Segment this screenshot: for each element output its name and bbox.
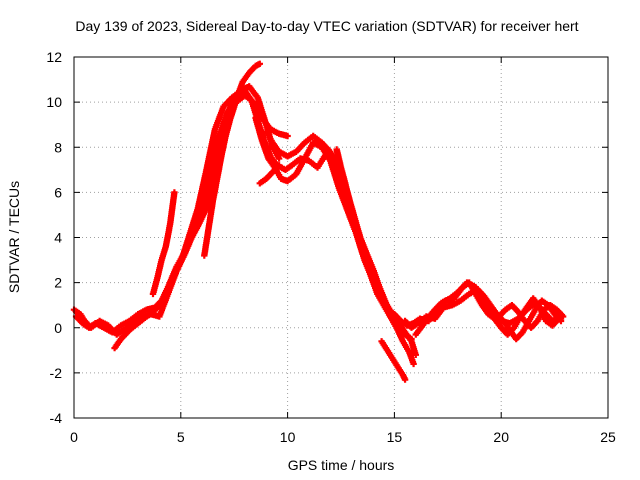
x-tick-label-1: 5 (177, 429, 185, 445)
data-points-track-0-11 (412, 279, 563, 338)
y-tick-label-5: 6 (54, 184, 62, 200)
y-tick-label-3: 2 (54, 275, 62, 291)
grid-layer (74, 57, 608, 418)
y-axis-label: SDTVAR / TECUs (6, 181, 22, 293)
x-tick-label-2: 10 (280, 429, 296, 445)
data-points-track-0-8 (333, 146, 415, 343)
data-points-track-0-9 (378, 338, 409, 383)
y-tick-label-2: 0 (54, 320, 62, 336)
x-tick-label-5: 25 (600, 429, 616, 445)
y-tick-label-8: 12 (46, 49, 62, 65)
data-points-track-0-12 (495, 302, 567, 331)
x-tick-label-3: 15 (387, 429, 403, 445)
y-tick-label-0: -4 (50, 410, 63, 426)
y-tick-label-7: 10 (46, 94, 62, 110)
y-tick-label-4: 4 (54, 230, 62, 246)
x-tick-label-4: 20 (493, 429, 509, 445)
y-tick-label-6: 8 (54, 139, 62, 155)
x-axis-label: GPS time / hours (288, 457, 395, 473)
tick-layer: 0 5 10 15 20 25 -4 -2 0 2 4 6 8 10 12 (46, 49, 616, 445)
chart-title: Day 139 of 2023, Sidereal Day-to-day VTE… (75, 18, 578, 34)
data-points-track-0-7 (256, 162, 283, 187)
data-points-track-0-1 (72, 83, 283, 336)
x-tick-label-0: 0 (70, 429, 78, 445)
data-points-track-0-4 (201, 60, 263, 259)
data-layer (70, 60, 567, 383)
data-points-track-0-3 (149, 189, 178, 298)
y-tick-label-1: -2 (50, 365, 63, 381)
